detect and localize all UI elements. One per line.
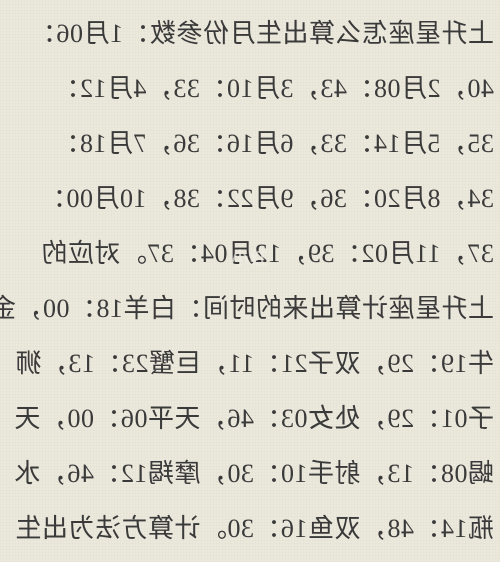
text-line: 上升星座计算出来的时间：白羊18：00，金 bbox=[0, 281, 500, 336]
text-line: 子01：29，处女03：46，天平06：00，天 bbox=[0, 391, 500, 446]
text-line: 40，2月08：43，3月10：33，4月12： bbox=[0, 61, 500, 116]
text-line: 瓶14：48，双鱼16：30。计算方法为出生 bbox=[0, 501, 500, 556]
text-line: 37，11月02：39，12月04：37。对应的 bbox=[0, 226, 500, 281]
text-line: 35，5月14：33，6月16：36，7月18： bbox=[0, 116, 500, 171]
document-text-block: 上升星座怎么算出生月份参数：1月06： 40，2月08：43，3月10：33，4… bbox=[0, 0, 500, 562]
text-line: 上升星座怎么算出生月份参数：1月06： bbox=[0, 6, 500, 61]
text-line: 牛19：29，双子21：11，巨蟹23：13，狮 bbox=[0, 336, 500, 391]
text-line: 蝎08：13，射手10：30，摩羯12：46，水 bbox=[0, 446, 500, 501]
text-line: 34，8月20：36，9月22：38，10月00： bbox=[0, 171, 500, 226]
